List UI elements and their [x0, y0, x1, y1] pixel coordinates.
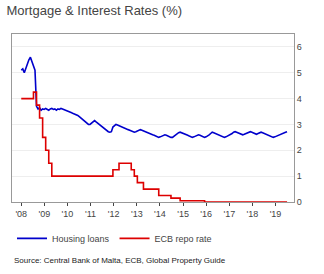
svg-text:'10: '10 — [62, 209, 74, 219]
svg-text:'19: '19 — [270, 209, 282, 219]
svg-text:4: 4 — [297, 94, 302, 104]
svg-text:'11: '11 — [85, 209, 96, 219]
svg-text:3: 3 — [297, 120, 302, 130]
svg-text:2: 2 — [297, 145, 302, 155]
svg-text:'16: '16 — [200, 209, 212, 219]
svg-text:1: 1 — [297, 171, 302, 181]
svg-text:ECB repo rate: ECB repo rate — [155, 234, 212, 244]
svg-text:Housing loans: Housing loans — [52, 234, 110, 244]
svg-text:0: 0 — [297, 197, 302, 207]
svg-text:'12: '12 — [108, 209, 120, 219]
svg-text:'13: '13 — [131, 209, 143, 219]
svg-text:'17: '17 — [223, 209, 235, 219]
svg-text:'09: '09 — [38, 209, 50, 219]
svg-text:5: 5 — [297, 68, 302, 78]
svg-text:Mortgage & Interest Rates (%): Mortgage & Interest Rates (%) — [6, 3, 182, 18]
svg-text:'18: '18 — [247, 209, 259, 219]
svg-text:'15: '15 — [177, 209, 189, 219]
svg-text:Source: Central Bank of Malta,: Source: Central Bank of Malta, ECB, Glob… — [14, 256, 226, 265]
svg-text:6: 6 — [297, 42, 302, 52]
svg-text:'14: '14 — [154, 209, 166, 219]
svg-text:'08: '08 — [15, 209, 27, 219]
